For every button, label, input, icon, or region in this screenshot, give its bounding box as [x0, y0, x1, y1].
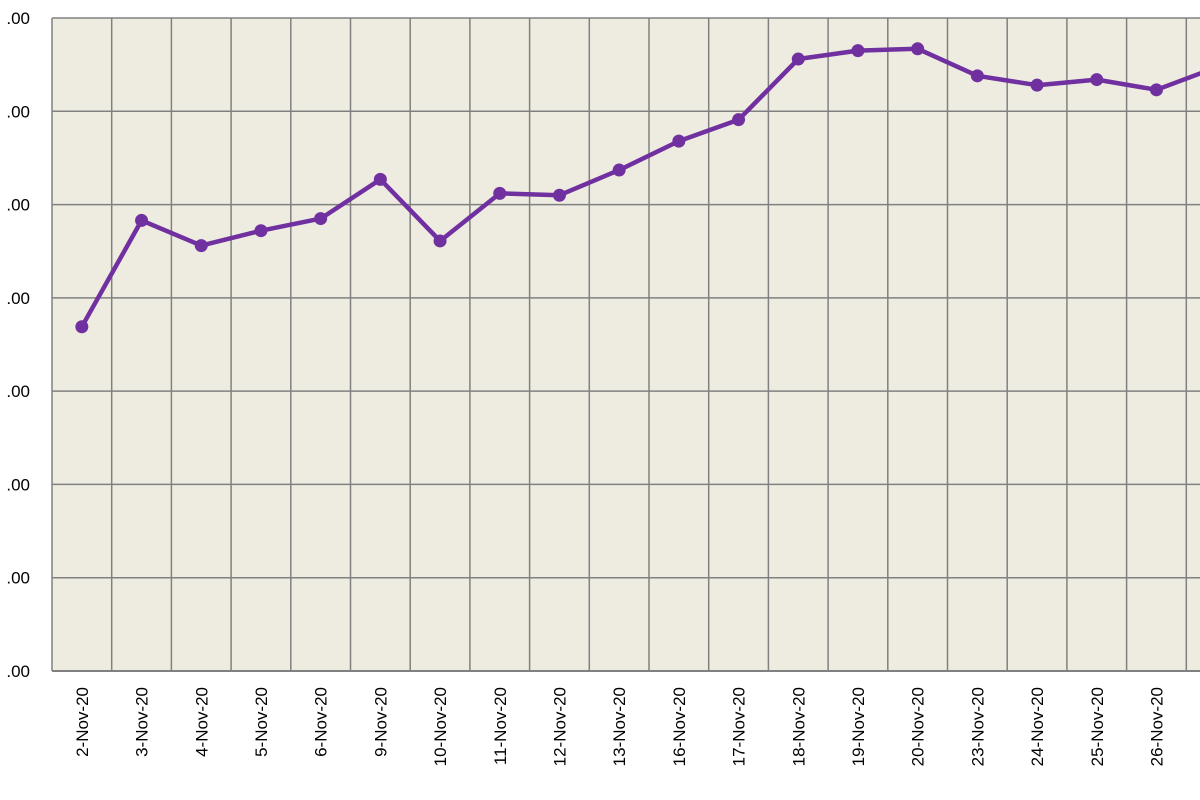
y-tick-label: .00	[6, 9, 30, 28]
x-tick-label: 17-Nov-20	[730, 687, 749, 766]
data-point	[373, 172, 387, 186]
x-axis-tick-labels: 2-Nov-20 3-Nov-20 4-Nov-20 5-Nov-20 6-Nov-20…	[73, 687, 1167, 766]
x-tick-label: 18-Nov-20	[789, 687, 808, 766]
y-tick-label: .00	[6, 289, 30, 308]
x-tick-label: 4-Nov-20	[192, 687, 211, 757]
x-tick-label: 19-Nov-20	[849, 687, 868, 766]
x-tick-label: 23-Nov-20	[968, 687, 987, 766]
series-line	[79, 46, 1200, 328]
x-tick-label: 26-Nov-20	[1147, 687, 1166, 766]
x-tick-label: 13-Nov-20	[610, 687, 629, 766]
y-tick-label: .00	[6, 102, 30, 121]
data-point	[672, 134, 686, 148]
grid-lines	[51, 17, 1200, 672]
data-point	[254, 224, 268, 238]
x-tick-label: 11-Nov-20	[491, 687, 510, 765]
y-tick-label: .00	[6, 662, 30, 681]
x-tick-label: 20-Nov-20	[909, 687, 928, 766]
y-axis-tick-labels: .00 .00 .00 .00 .00 .00 .00 .00	[6, 9, 30, 681]
y-tick-label: .00	[6, 569, 30, 588]
x-tick-label: 2-Nov-20	[73, 687, 92, 757]
x-tick-label: 9-Nov-20	[371, 687, 390, 757]
data-point	[911, 42, 925, 56]
data-point	[1030, 78, 1044, 92]
data-point	[732, 113, 746, 127]
x-tick-label: 5-Nov-20	[252, 687, 271, 757]
x-tick-label: 6-Nov-20	[312, 687, 331, 757]
data-point	[493, 186, 507, 200]
data-point	[194, 239, 208, 253]
data-point	[314, 212, 328, 226]
y-tick-label: .00	[6, 475, 30, 494]
x-tick-label: 12-Nov-20	[550, 687, 569, 766]
plot-area	[52, 18, 1200, 671]
data-point	[1149, 83, 1163, 97]
data-point	[433, 234, 447, 248]
data-point	[612, 163, 626, 177]
data-point	[135, 213, 149, 227]
data-point	[552, 188, 566, 202]
y-tick-label: .00	[6, 196, 30, 215]
data-point	[791, 52, 805, 66]
x-tick-label: 16-Nov-20	[670, 687, 689, 766]
data-point	[1090, 73, 1104, 87]
data-point	[75, 320, 89, 334]
x-tick-label: 25-Nov-20	[1088, 687, 1107, 766]
x-tick-label: 3-Nov-20	[133, 687, 152, 757]
x-tick-label: 10-Nov-20	[431, 687, 450, 766]
x-tick-label: 24-Nov-20	[1028, 687, 1047, 766]
data-point	[851, 44, 865, 58]
y-tick-label: .00	[6, 382, 30, 401]
series-markers	[75, 42, 1163, 334]
data-point	[970, 69, 984, 83]
